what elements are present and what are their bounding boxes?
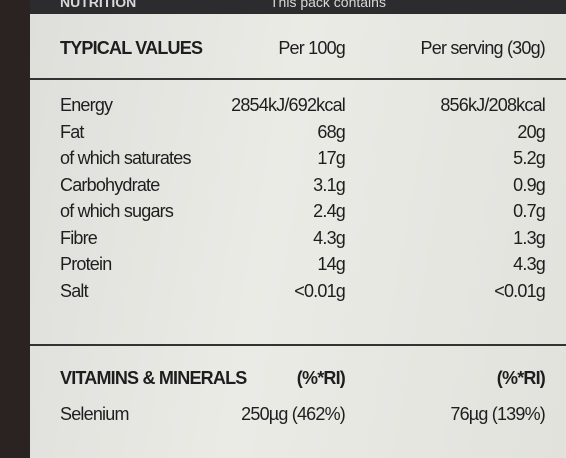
- cell: 856kJ/208kcal: [440, 95, 545, 115]
- nutrient-name: Protein: [60, 254, 112, 274]
- cell: 0.7g: [513, 201, 546, 221]
- column-header: Per serving (30g): [420, 38, 546, 58]
- rule: [30, 344, 566, 346]
- label-background: [30, 14, 566, 458]
- column-header: (%*RI): [296, 368, 346, 388]
- cell: 17g: [317, 148, 345, 168]
- nutrient-name: of which sugars: [60, 201, 174, 221]
- cell: 14g: [317, 254, 345, 274]
- cell: 20g: [517, 121, 545, 142]
- cell: 250µg (462%): [241, 404, 346, 424]
- cell: 2854kJ/692kcal: [231, 95, 346, 115]
- cell: 68g: [317, 121, 345, 142]
- pack-note: This pack contains: [270, 0, 386, 10]
- rule: [30, 78, 566, 80]
- mineral-name: Selenium: [60, 404, 129, 424]
- nutrient-name: Fibre: [60, 227, 98, 248]
- cell: 1.3g: [513, 227, 546, 248]
- nutrient-name: Salt: [60, 280, 89, 301]
- nutrient-name: of which saturates: [60, 148, 191, 168]
- cell: 4.3g: [513, 254, 546, 274]
- cell: <0.01g: [494, 280, 546, 301]
- column-header: TYPICAL VALUES: [60, 38, 203, 58]
- cell: <0.01g: [294, 280, 346, 301]
- cell: 5.2g: [513, 148, 546, 168]
- column-header: Per 100g: [278, 38, 345, 58]
- header-band: [30, 0, 566, 14]
- column-header: VITAMINS & MINERALS: [60, 368, 247, 388]
- title: NUTRITION: [60, 0, 137, 10]
- nutrient-name: Fat: [60, 121, 84, 142]
- nutrient-name: Carbohydrate: [60, 174, 160, 195]
- cell: 76µg (139%): [450, 404, 545, 424]
- column-header: (%*RI): [496, 368, 546, 388]
- cell: 3.1g: [313, 174, 346, 195]
- cell: 2.4g: [313, 201, 346, 221]
- nutrient-name: Energy: [60, 95, 113, 115]
- cell: 4.3g: [313, 227, 346, 248]
- cell: 0.9g: [513, 174, 546, 195]
